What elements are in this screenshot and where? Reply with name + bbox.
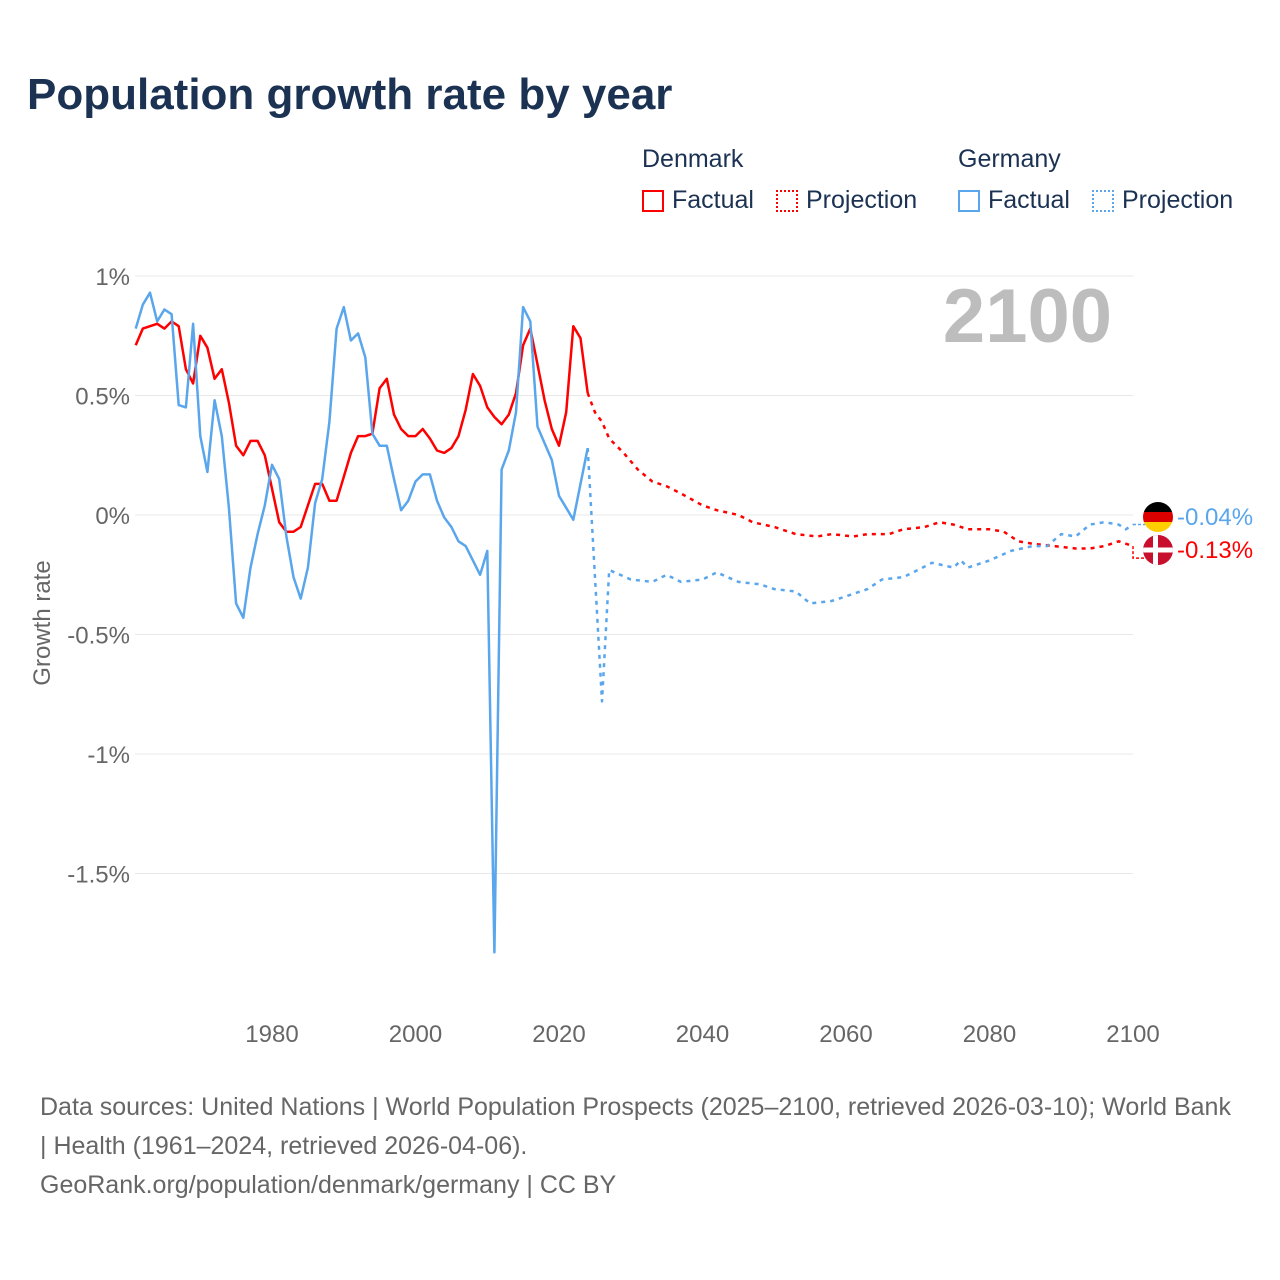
- denmark-end-label: -0.13%: [1177, 537, 1253, 564]
- y-tick-label: -1.5%: [67, 862, 130, 889]
- denmark-flag-icon: [1143, 547, 1173, 553]
- legend-label: Projection: [1122, 186, 1234, 214]
- series-line-germany-projection: [586, 448, 1134, 703]
- series-line-denmark-factual: [134, 320, 589, 533]
- legend-germany-projection[interactable]: Projection: [1092, 186, 1233, 215]
- y-tick-label: -1%: [87, 742, 130, 769]
- legend-group-germany: Germany: [958, 145, 1061, 173]
- germany-flag-icon: [1143, 522, 1173, 532]
- y-tick-label: 0%: [95, 503, 130, 530]
- x-tick-label: 1980: [245, 1021, 298, 1048]
- x-tick-label: 2040: [676, 1021, 729, 1048]
- series-line-germany-factual: [134, 291, 589, 954]
- legend-swatch: [642, 189, 664, 212]
- legend-swatch: [958, 189, 980, 212]
- y-axis-label: Growth rate: [29, 560, 56, 685]
- footer: Data sources: United Nations | World Pop…: [40, 1088, 1240, 1205]
- denmark-connector: [1132, 546, 1145, 559]
- x-tick-label: 2000: [389, 1021, 442, 1048]
- x-tick-label: 2020: [532, 1021, 585, 1048]
- x-tick-label: 2080: [963, 1021, 1016, 1048]
- germany-flag-icon: [1143, 512, 1173, 522]
- y-tick-label: 1%: [95, 264, 130, 291]
- page-title: Population growth rate by year: [27, 70, 673, 119]
- legend-group-denmark: Denmark: [642, 145, 744, 173]
- year-indicator: 2100: [943, 274, 1112, 359]
- x-tick-label: 2100: [1106, 1021, 1159, 1048]
- y-tick-label: 0.5%: [75, 384, 130, 411]
- legend-germany-factual[interactable]: Factual: [958, 186, 1070, 215]
- legend-label: Factual: [672, 186, 754, 214]
- legend-swatch: [1092, 189, 1114, 212]
- germany-flag-icon: [1143, 502, 1173, 512]
- source-link[interactable]: GeoRank.org/population/denmark/germany |…: [40, 1171, 617, 1199]
- data-sources: Data sources: United Nations | World Pop…: [40, 1093, 1231, 1160]
- x-tick-label: 2060: [819, 1021, 872, 1048]
- legend-denmark-projection[interactable]: Projection: [776, 186, 917, 215]
- germany-end-label: -0.04%: [1177, 504, 1253, 531]
- series-line-denmark-projection: [586, 392, 1134, 550]
- legend-label: Factual: [988, 186, 1070, 214]
- legend-swatch: [776, 189, 798, 212]
- y-tick-label: -0.5%: [67, 623, 130, 650]
- legend-denmark-factual[interactable]: Factual: [642, 186, 754, 215]
- legend-label: Projection: [806, 186, 918, 214]
